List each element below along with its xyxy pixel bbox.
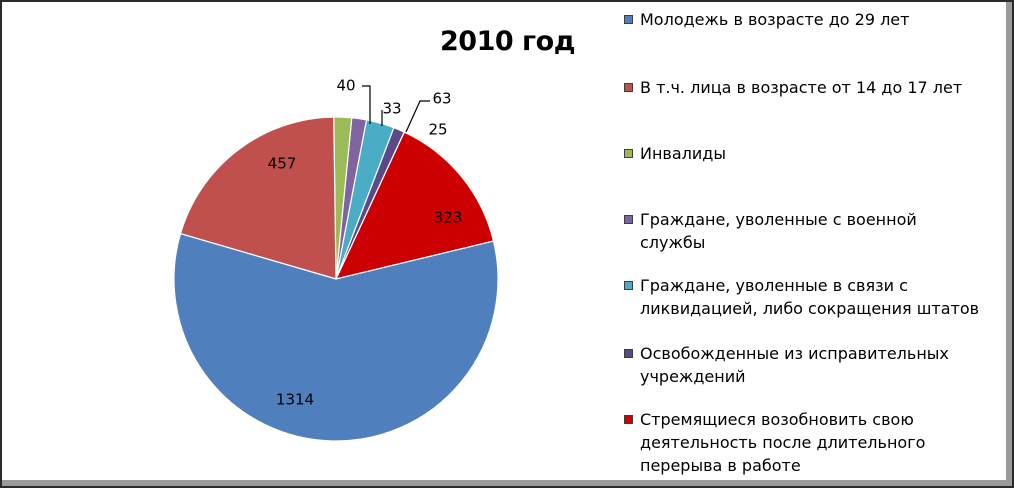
pie-slice bbox=[334, 131, 495, 280]
legend-swatch bbox=[624, 281, 633, 290]
legend-swatch bbox=[624, 149, 633, 158]
legend-label: Молодежь в возрасте до 29 лет bbox=[640, 10, 910, 29]
legend-item: Инвалиды bbox=[624, 142, 1004, 165]
leader-line bbox=[362, 85, 371, 124]
pie-slice bbox=[173, 232, 499, 442]
slice-value-label: 457 bbox=[268, 155, 297, 173]
legend-label: Стремящиеся возобновить свою деятельност… bbox=[640, 410, 926, 475]
legend-item: В т.ч. лица в возрасте от 14 до 17 лет bbox=[624, 76, 1004, 99]
chart-title: 2010 год bbox=[440, 26, 576, 57]
legend-swatch bbox=[624, 349, 633, 358]
legend-label: Инвалиды bbox=[640, 144, 726, 163]
slice-value-label: 40 bbox=[336, 77, 355, 95]
legend-label: Граждане, уволенные с военной службы bbox=[640, 210, 917, 252]
legend-label: В т.ч. лица в возрасте от 14 до 17 лет bbox=[640, 78, 963, 97]
legend-swatch bbox=[624, 83, 633, 92]
slice-value-label: 25 bbox=[428, 121, 447, 139]
pie-slice bbox=[179, 116, 337, 280]
legend-item: Освобожденные из исправительных учрежден… bbox=[624, 342, 964, 388]
legend-label: Граждане, уволенные в связи с ликвидацие… bbox=[640, 276, 980, 318]
legend-item: Граждане, уволенные в связи с ликвидацие… bbox=[624, 274, 1004, 320]
legend-item: Стремящиеся возобновить свою деятельност… bbox=[624, 408, 964, 477]
leader-line bbox=[405, 100, 430, 133]
legend-swatch bbox=[624, 15, 633, 24]
slice-value-label: 323 bbox=[434, 209, 463, 227]
slice-value-label: 33 bbox=[382, 100, 401, 118]
legend-swatch bbox=[624, 215, 633, 224]
legend-item: Молодежь в возрасте до 29 лет bbox=[624, 8, 1004, 31]
slice-value-label: 63 bbox=[432, 90, 451, 108]
legend-item: Граждане, уволенные с военной службы bbox=[624, 208, 924, 254]
legend-swatch bbox=[624, 415, 633, 424]
slice-value-label: 1314 bbox=[276, 391, 314, 409]
legend-label: Освобожденные из исправительных учрежден… bbox=[640, 344, 949, 386]
